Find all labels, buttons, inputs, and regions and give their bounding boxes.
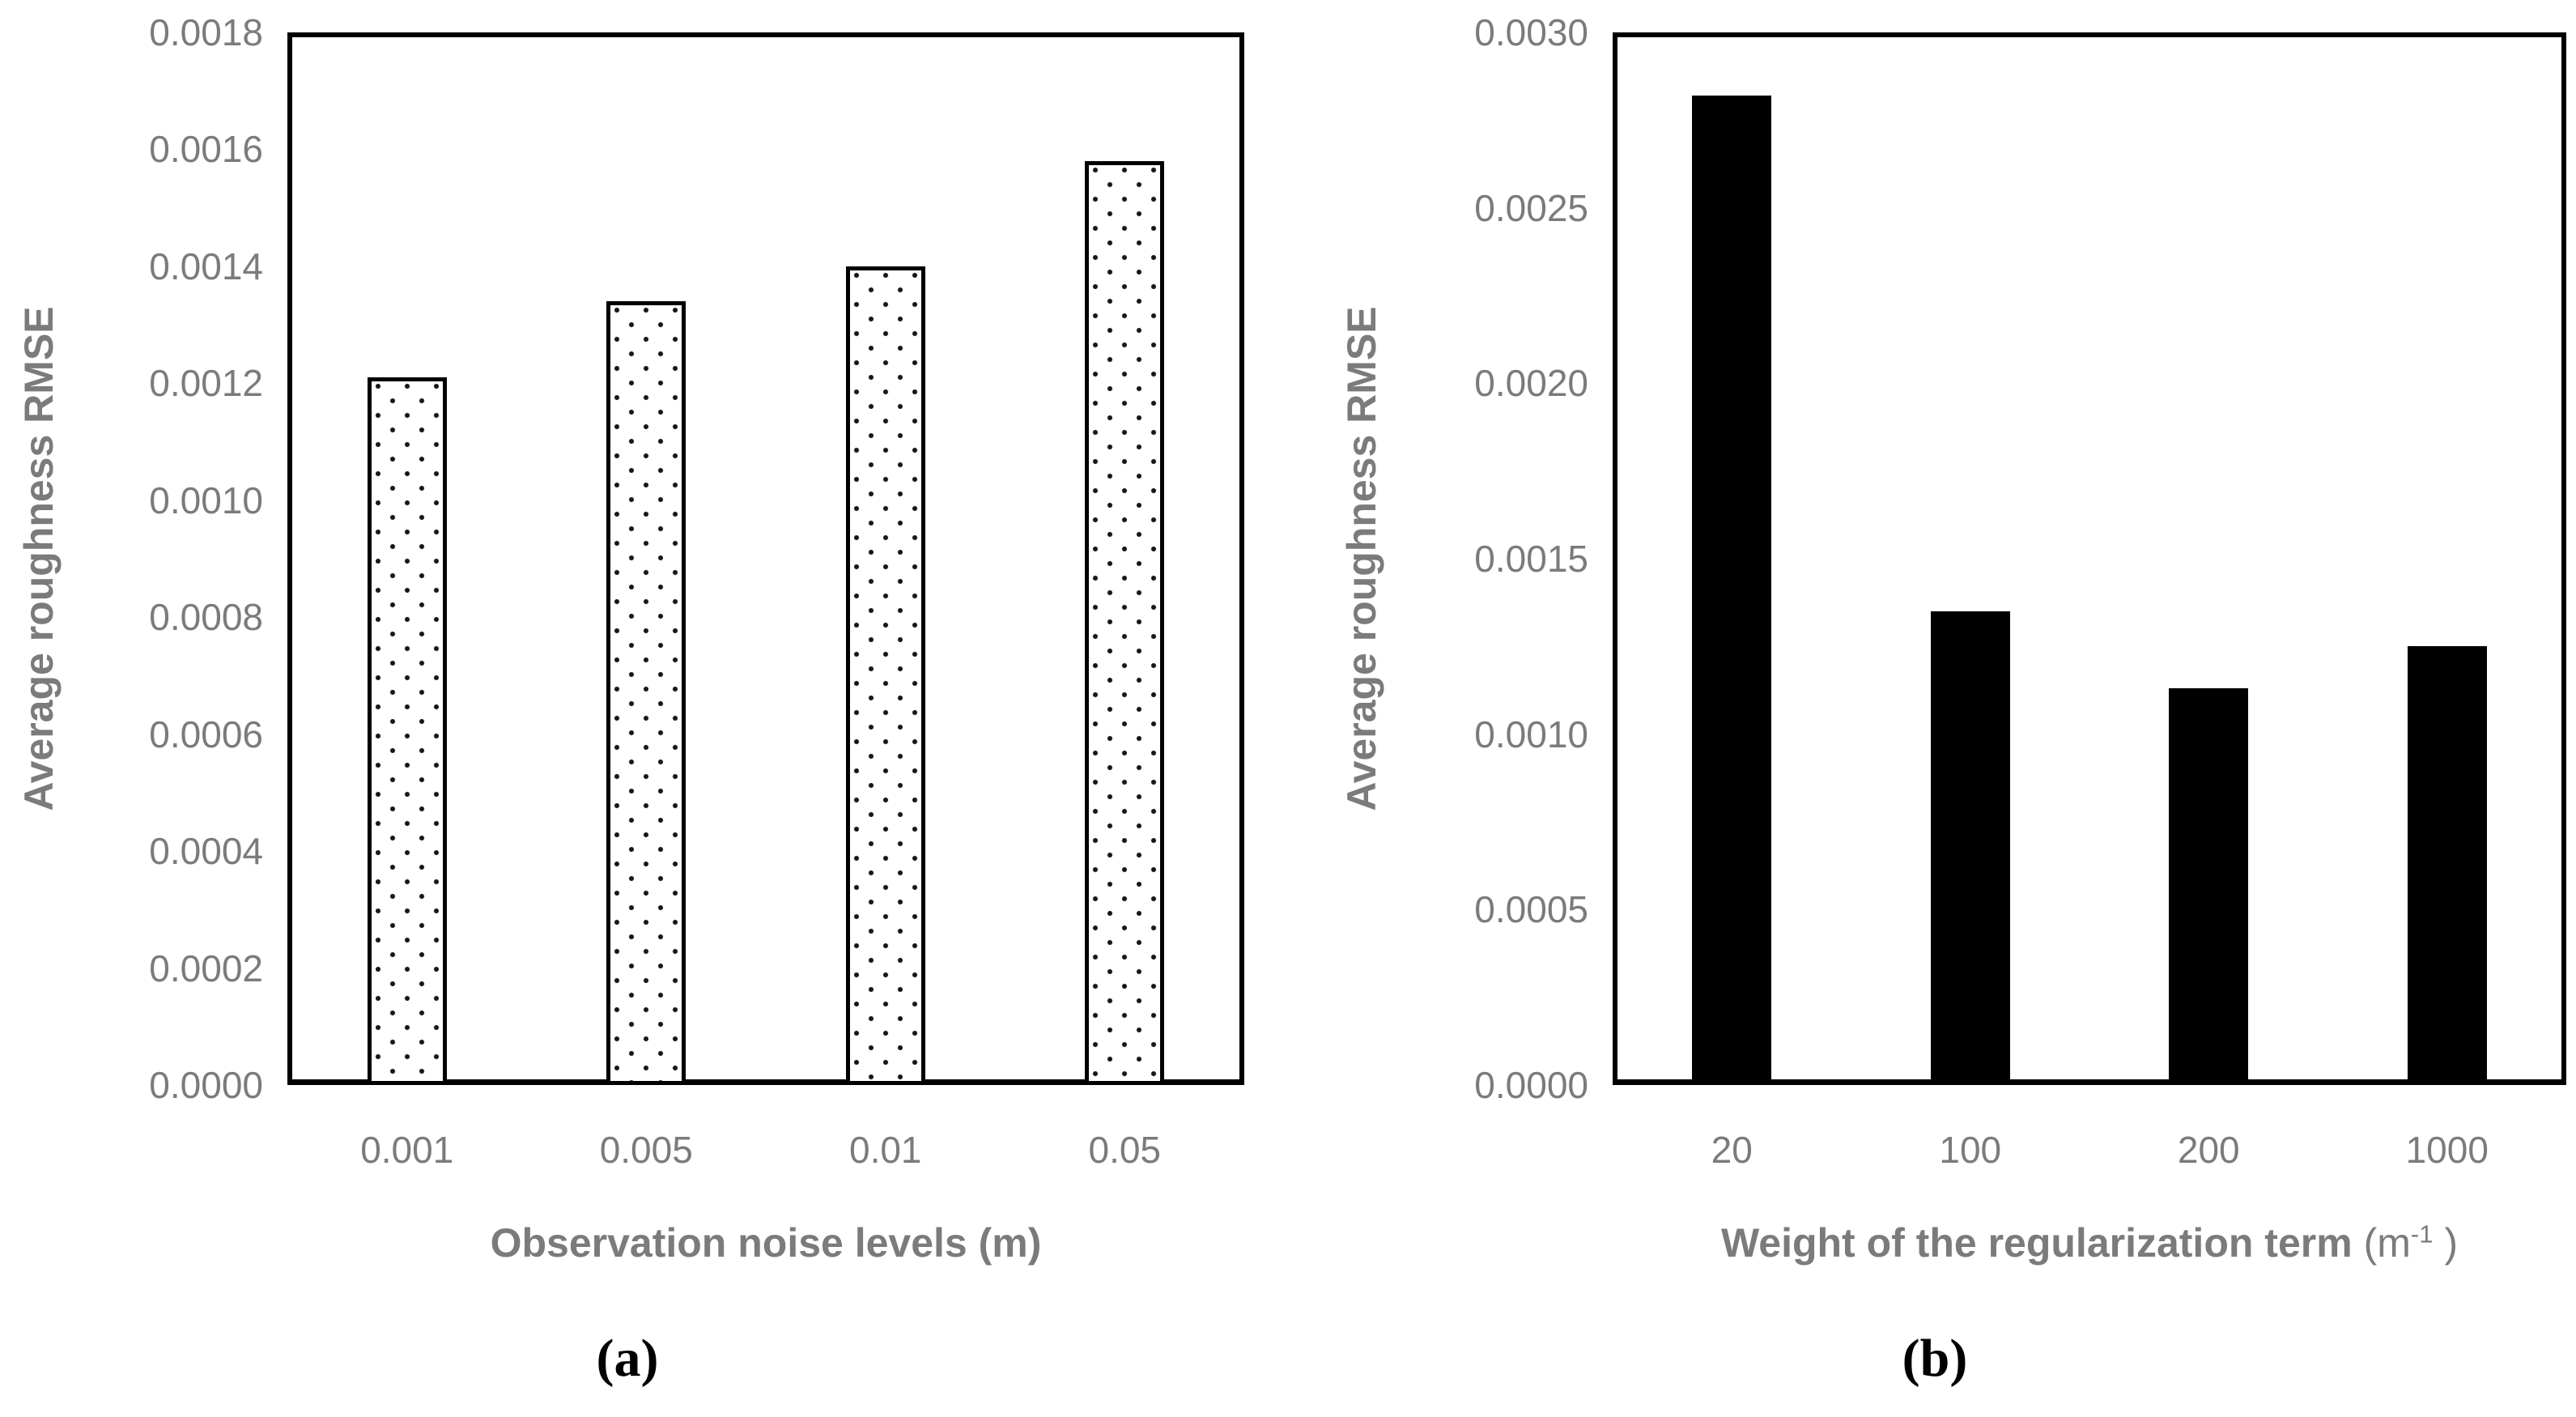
y-axis-tick-label: 0.0008 bbox=[149, 596, 263, 639]
y-axis-tick-label: 0.0014 bbox=[149, 245, 263, 287]
y-axis-tick-label: 0.0016 bbox=[149, 128, 263, 171]
y-axis-tick-label: 0.0012 bbox=[149, 362, 263, 405]
y-axis-tick-label: 0.0015 bbox=[1474, 538, 1588, 580]
panel-a-x-axis-title: Observation noise levels (m) bbox=[490, 1220, 1042, 1266]
x-axis-tick-label: 100 bbox=[1939, 1129, 2002, 1171]
y-axis-tick-label: 0.0000 bbox=[1474, 1064, 1588, 1106]
bar-0.005 bbox=[606, 301, 687, 1085]
y-axis-tick-label: 0.0006 bbox=[149, 713, 263, 755]
panel-b-plot-area bbox=[1613, 32, 2566, 1085]
x-axis-tick-label: 20 bbox=[1711, 1129, 1753, 1171]
bar-200 bbox=[2169, 688, 2249, 1085]
panel-b-x-axis-title: Weight of the regularization term (m-1 ) bbox=[1604, 1219, 2575, 1267]
bar-0.001 bbox=[367, 377, 447, 1085]
y-axis-tick-label: 0.0002 bbox=[149, 947, 263, 989]
y-axis-tick-label: 0.0010 bbox=[1474, 713, 1588, 755]
panel-a-plot-area bbox=[287, 32, 1244, 1085]
panel-b-x-axis-unit: (m-1 ) bbox=[2363, 1219, 2459, 1266]
y-axis-tick-label: 0.0025 bbox=[1474, 186, 1588, 229]
panel-b-y-axis-title: Average roughness RMSE bbox=[1339, 306, 1384, 811]
panel-a-caption: (a) bbox=[596, 1329, 659, 1388]
y-axis-tick-label: 0.0005 bbox=[1474, 888, 1588, 931]
x-axis-tick-label: 0.001 bbox=[360, 1129, 454, 1171]
bar-0.01 bbox=[845, 266, 925, 1085]
panel-a-y-axis-title: Average roughness RMSE bbox=[16, 306, 62, 811]
x-axis-tick-label: 0.005 bbox=[599, 1129, 693, 1171]
panel-b-caption: (b) bbox=[1902, 1329, 1968, 1388]
x-axis-tick-label: 1000 bbox=[2405, 1129, 2489, 1171]
y-axis-tick-label: 0.0000 bbox=[149, 1064, 263, 1106]
x-axis-tick-label: 0.01 bbox=[848, 1129, 922, 1171]
panel-b-x-axis-title-main: Weight of the regularization term bbox=[1720, 1220, 2364, 1266]
bar-100 bbox=[1930, 611, 2010, 1085]
bar-1000 bbox=[2407, 646, 2487, 1085]
superscript-minus-one: -1 bbox=[2410, 1219, 2434, 1249]
y-axis-tick-label: 0.0010 bbox=[149, 479, 263, 521]
y-axis-tick-label: 0.0004 bbox=[149, 830, 263, 873]
bar-20 bbox=[1692, 96, 1772, 1085]
x-axis-tick-label: 200 bbox=[2177, 1129, 2240, 1171]
bar-0.05 bbox=[1085, 160, 1165, 1085]
x-axis-tick-label: 0.05 bbox=[1088, 1129, 1162, 1171]
y-axis-tick-label: 0.0030 bbox=[1474, 11, 1588, 53]
y-axis-tick-label: 0.0020 bbox=[1474, 362, 1588, 405]
y-axis-tick-label: 0.0018 bbox=[149, 11, 263, 53]
